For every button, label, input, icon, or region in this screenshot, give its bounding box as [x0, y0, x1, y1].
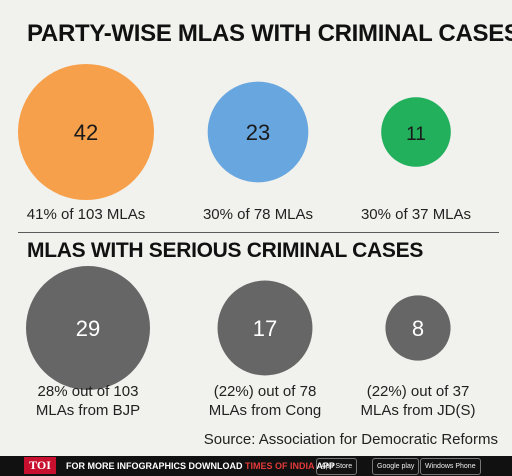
bubble-caption-line: MLAs from JD(S) [360, 402, 476, 419]
bubble-caption-line: 30% of 78 MLAs [202, 206, 314, 223]
footer-promo-app: APP [314, 461, 335, 471]
bubble-caption-line: 41% of 103 MLAs [26, 206, 146, 223]
source-note: Source: Association for Democratic Refor… [203, 431, 498, 448]
bubble [207, 81, 309, 183]
bubble-caption-line: MLAs from BJP [35, 402, 141, 419]
bubble-caption-line: MLAs from Cong [208, 402, 322, 419]
chart-title-top: PARTY-WISE MLAS WITH CRIMINAL CASES [27, 20, 512, 47]
bubble-caption: (22%) out of 37 MLAs from JD(S) [333, 382, 503, 420]
bubble-caption-line: (22%) out of 37 [366, 383, 470, 400]
bubble [18, 64, 154, 200]
bubble [381, 97, 451, 167]
bubble-caption: (22%) out of 78 MLAs from Cong [180, 382, 350, 420]
bubble [217, 280, 313, 376]
bubble-caption: 28% out of 103 MLAs from BJP [3, 382, 173, 420]
windows-phone-badge[interactable]: Windows Phone [420, 458, 481, 475]
footer-promo-brand: TIMES OF INDIA [245, 461, 315, 471]
bubble-caption: 30% of 78 MLAs [173, 205, 343, 224]
footer-promo-text: FOR MORE INFOGRAPHICS DOWNLOAD [66, 461, 245, 471]
app-store-badge[interactable]: App Store [316, 458, 358, 475]
bubble-caption-line: 28% out of 103 [37, 383, 139, 400]
toi-logo: TOI [24, 457, 56, 474]
google-play-badge[interactable]: Google play [372, 458, 420, 475]
bubble-caption-line: 30% of 37 MLAs [360, 206, 472, 223]
bubble-value-label: 11 [406, 124, 426, 145]
bubble-caption: 41% of 103 MLAs [1, 205, 171, 224]
chart-title-bottom: MLAS WITH SERIOUS CRIMINAL CASES [27, 239, 424, 262]
bubble-value-label: 23 [246, 120, 270, 145]
bubble-value-label: 17 [253, 316, 277, 341]
footer-promo: FOR MORE INFOGRAPHICS DOWNLOAD TIMES OF … [66, 461, 335, 471]
section-divider [18, 232, 499, 233]
bubble-value-label: 8 [412, 316, 424, 341]
bubble-caption-line: (22%) out of 78 [213, 383, 317, 400]
footer-bar: TOI FOR MORE INFOGRAPHICS DOWNLOAD TIMES… [0, 456, 512, 476]
bubble [385, 295, 451, 361]
bubble-caption: 30% of 37 MLAs [331, 205, 501, 224]
bubble-value-label: 42 [74, 120, 98, 145]
bubble-value-label: 29 [76, 316, 100, 341]
bubble [26, 266, 150, 390]
